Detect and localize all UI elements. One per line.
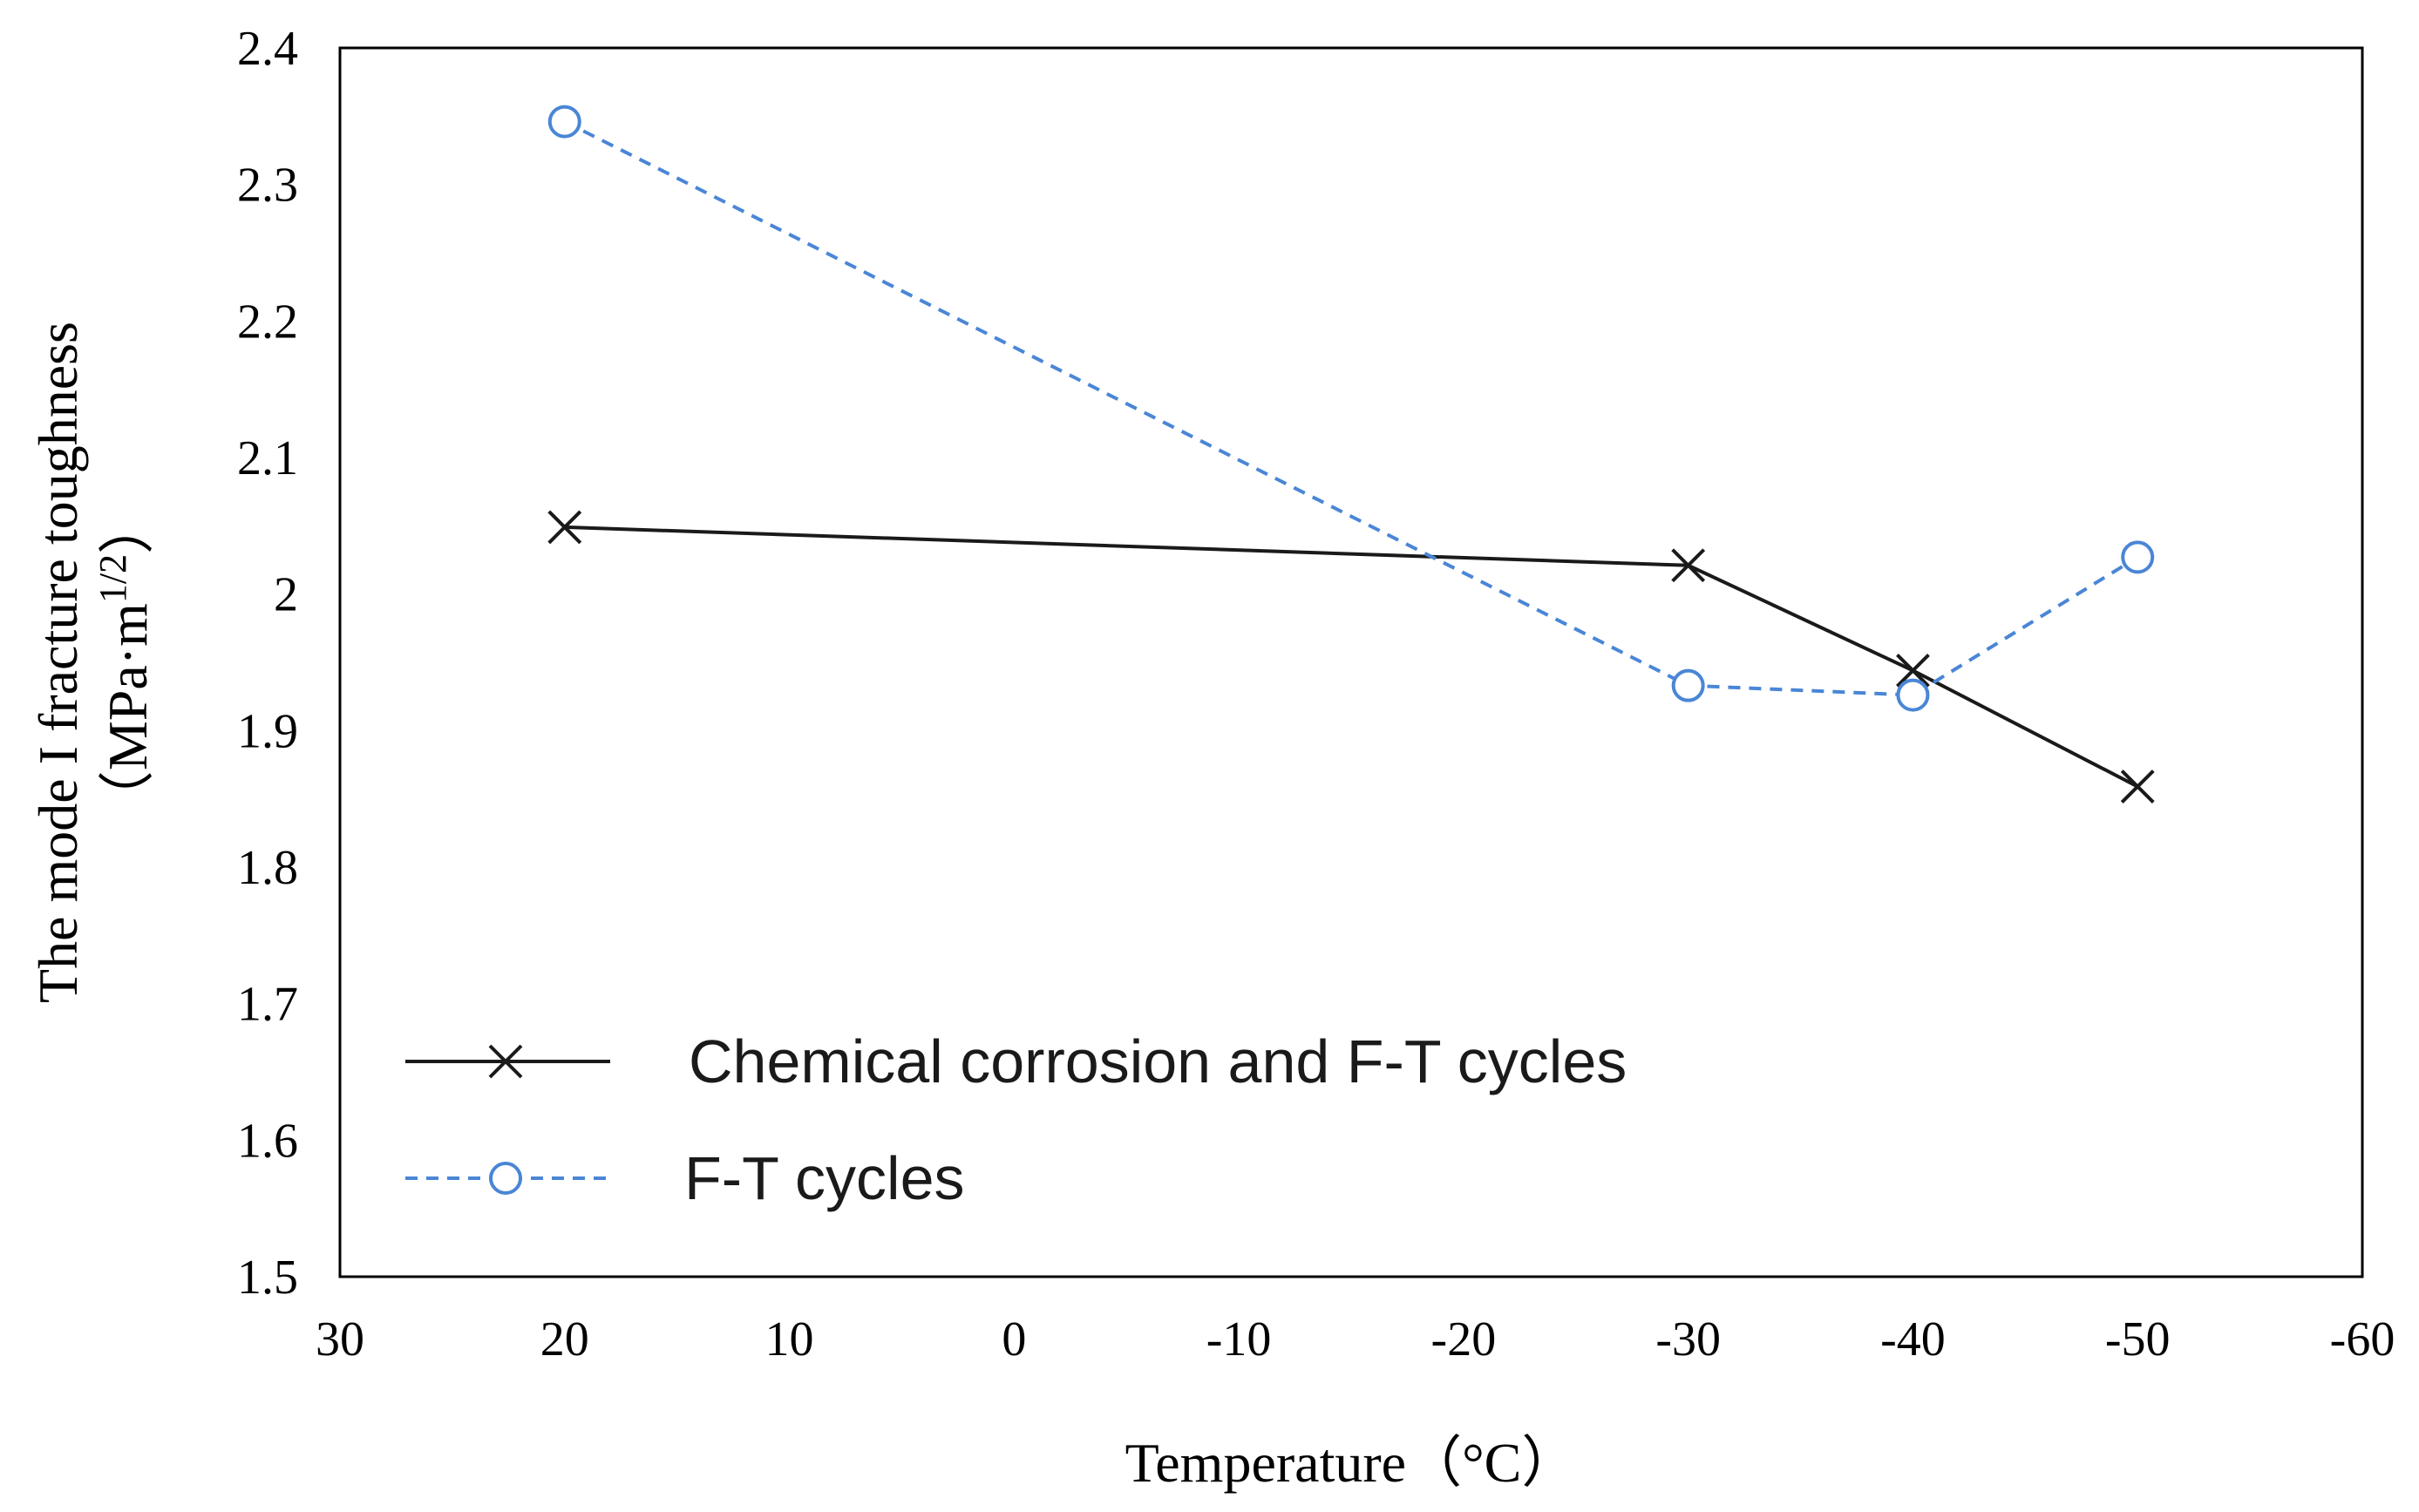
y-tick-label: 1.7 [237,978,298,1032]
data-series-layer [547,105,2155,803]
y-tick-label: 2.3 [237,159,298,213]
data-point-circle-marker [1671,668,1705,702]
x-tick-label: -50 [2105,1312,2171,1366]
x-tick-label: 0 [1002,1312,1026,1366]
x-tick-label: 20 [540,1312,589,1366]
data-point-circle-marker [1896,678,1930,712]
x-tick-label: -40 [1880,1312,1946,1366]
legend-entry-chemical-corrosion: Chemical corrosion and F-T cycles [405,1027,1627,1095]
series-1 [547,510,2155,803]
series-line [564,525,2139,789]
data-point-x-marker [547,510,582,545]
y-tick-label: 1.8 [237,841,298,895]
data-point-x-marker [1671,548,1706,583]
x-tick-label: 10 [765,1312,814,1366]
legend: Chemical corrosion and F-T cycles F-T cy… [405,1027,1627,1212]
legend-label-ft-cycles: F-T cycles [684,1144,965,1212]
legend-entry-ft-cycles: F-T cycles [405,1144,965,1212]
y-tick-label: 1.9 [237,704,298,758]
series-2 [547,105,2155,712]
y-tick-label: 2.4 [237,22,298,76]
x-tick-label: 30 [316,1312,364,1366]
data-point-circle-marker [2121,540,2155,574]
plot-area-frame [338,46,2364,1278]
x-tick-label: -10 [1206,1312,1272,1366]
x-tick-label: -20 [1431,1312,1497,1366]
y-axis-title-line2: （MPa·m1/2） [92,498,159,826]
data-point-circle-marker [547,105,581,139]
y-axis-unit-exponent: 1/2 [92,554,134,603]
data-point-x-marker [2120,770,2155,803]
legend-x-marker-icon [488,1044,523,1079]
x-tick-label: -60 [2330,1312,2395,1366]
y-tick-label: 2.2 [237,295,298,349]
y-tick-label: 1.5 [237,1251,298,1305]
y-axis-unit-suffix: ） [97,498,159,554]
series-line [563,119,2139,697]
legend-circle-marker-icon [489,1162,522,1195]
legend-label-chemical-corrosion: Chemical corrosion and F-T cycles [689,1027,1627,1095]
y-axis-title: The mode I fracture toughness （MPa·m1/2） [27,322,159,1003]
data-point-x-marker [1896,653,1930,688]
y-axis-title-line1: The mode I fracture toughness [27,322,89,1003]
y-tick-label: 1.6 [237,1114,298,1168]
x-tick-label: -30 [1655,1312,1721,1366]
x-axis-tick-labels: 30 20 10 0 -10 -20 -30 -40 -50 -60 [316,1312,2395,1366]
y-axis-tick-labels: 1.5 1.6 1.7 1.8 1.9 2 2.1 2.2 2.3 2.4 [237,22,298,1305]
x-axis-title: Temperature（°C） [1125,1432,1578,1494]
y-tick-label: 2 [274,568,298,622]
y-axis-unit-prefix: （MPa·m [97,603,159,826]
y-tick-label: 2.1 [237,431,298,485]
